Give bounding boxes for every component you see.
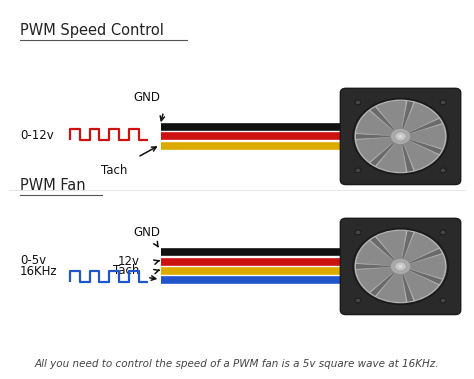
FancyBboxPatch shape xyxy=(340,218,461,315)
Wedge shape xyxy=(410,249,442,263)
Circle shape xyxy=(399,265,402,268)
Wedge shape xyxy=(402,144,413,172)
Circle shape xyxy=(440,168,446,173)
Text: GND: GND xyxy=(134,226,160,239)
Text: 12v: 12v xyxy=(118,255,139,268)
Circle shape xyxy=(355,230,361,235)
Wedge shape xyxy=(410,254,445,279)
Wedge shape xyxy=(404,233,438,262)
Circle shape xyxy=(355,298,361,303)
Wedge shape xyxy=(370,107,395,130)
Text: GND: GND xyxy=(134,91,160,104)
Wedge shape xyxy=(376,231,406,260)
FancyBboxPatch shape xyxy=(340,88,461,185)
Wedge shape xyxy=(410,269,442,284)
Wedge shape xyxy=(410,139,442,154)
Wedge shape xyxy=(410,124,445,149)
Wedge shape xyxy=(402,231,413,258)
Circle shape xyxy=(355,230,447,303)
Circle shape xyxy=(353,229,448,304)
Wedge shape xyxy=(356,241,393,266)
Wedge shape xyxy=(402,274,413,302)
Circle shape xyxy=(390,258,411,275)
Wedge shape xyxy=(370,273,395,296)
Circle shape xyxy=(355,100,447,173)
Text: Tach: Tach xyxy=(113,265,139,277)
Wedge shape xyxy=(356,137,393,162)
Wedge shape xyxy=(370,237,395,260)
Text: 0-12v: 0-12v xyxy=(20,129,54,142)
Wedge shape xyxy=(356,134,390,139)
Wedge shape xyxy=(376,143,406,172)
Circle shape xyxy=(440,298,446,303)
Text: PWM Speed Control: PWM Speed Control xyxy=(20,23,164,38)
Circle shape xyxy=(440,230,446,235)
Wedge shape xyxy=(370,143,395,166)
Circle shape xyxy=(395,262,406,271)
Wedge shape xyxy=(376,101,406,130)
Circle shape xyxy=(355,168,361,173)
Wedge shape xyxy=(356,111,393,136)
Wedge shape xyxy=(356,267,393,292)
Text: All you need to control the speed of a PWM fan is a 5v square wave at 16KHz.: All you need to control the speed of a P… xyxy=(35,359,439,369)
Circle shape xyxy=(353,99,448,174)
Circle shape xyxy=(440,100,446,105)
Circle shape xyxy=(355,100,361,105)
Text: Tach: Tach xyxy=(100,164,127,177)
Wedge shape xyxy=(404,141,438,170)
Wedge shape xyxy=(402,101,413,128)
Wedge shape xyxy=(404,271,438,300)
Text: PWM Fan: PWM Fan xyxy=(20,178,85,193)
Text: 16KHz: 16KHz xyxy=(20,265,57,278)
Wedge shape xyxy=(356,264,390,269)
Circle shape xyxy=(390,128,411,145)
Wedge shape xyxy=(410,119,442,133)
Wedge shape xyxy=(376,273,406,302)
Wedge shape xyxy=(404,103,438,132)
Circle shape xyxy=(399,135,402,138)
Text: 0-5v: 0-5v xyxy=(20,254,46,267)
Circle shape xyxy=(395,132,406,141)
